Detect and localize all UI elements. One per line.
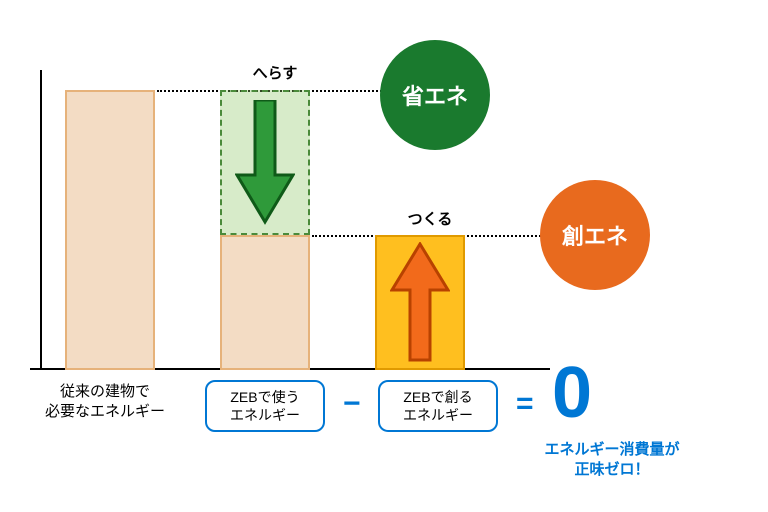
badge-create-text: 創エネ [562,219,628,251]
bar-conventional [65,90,155,370]
zero-caption: エネルギー消費量が 正味ゼロ！ [512,440,712,481]
pill-zeb-use: ZEBで使う エネルギー [205,380,325,432]
bar-zeb-use [220,235,310,370]
equals-operator: = [516,387,534,421]
minus-operator: − [343,387,361,421]
label-herasu: へらす [235,62,315,83]
zero-value: 0 [552,352,592,434]
arrow-up-icon [390,242,450,362]
badge-save-energy: 省エネ [380,40,490,150]
caption-conventional: 従来の建物で 必要なエネルギー [25,382,185,423]
label-tsukuru: つくる [390,208,470,229]
chart-area [40,70,580,370]
arrow-down-icon [235,100,295,225]
badge-save-text: 省エネ [402,79,468,111]
pill-zeb-create: ZEBで創る エネルギー [378,380,498,432]
y-axis [40,70,42,370]
badge-create-energy: 創エネ [540,180,650,290]
